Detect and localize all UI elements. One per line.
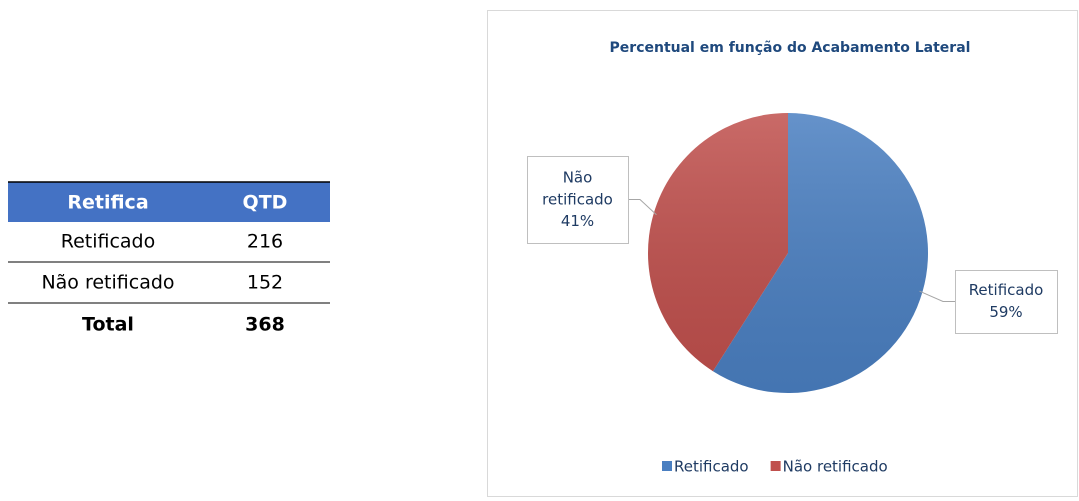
table-header-cell: Retifica	[67, 192, 148, 214]
data-label-value: 41%	[561, 212, 594, 230]
label-line: retificado	[542, 190, 613, 208]
legend-label: Não retificado	[783, 458, 888, 476]
table-header-cell: QTD	[243, 192, 288, 214]
table-cell: Não retificado	[41, 272, 174, 294]
table-total-cell: 368	[245, 314, 285, 336]
slice-shade	[648, 113, 788, 372]
chart-title: Percentual em função do Acabamento Later…	[610, 40, 971, 56]
legend-label: Retificado	[674, 458, 749, 476]
leader-line	[628, 199, 657, 216]
table-cell: 216	[247, 231, 283, 253]
table-cell: 152	[247, 272, 283, 294]
table-cell: Retificado	[61, 231, 156, 253]
leader-line	[919, 290, 955, 302]
data-label-value: 59%	[989, 303, 1022, 321]
label-line: Não	[563, 168, 593, 186]
data-label-box	[527, 156, 629, 244]
legend-swatch	[770, 461, 781, 471]
slice-shade	[712, 113, 929, 393]
data-label-box	[955, 270, 1058, 334]
table-header-bg	[8, 182, 330, 222]
legend-swatch	[662, 461, 672, 471]
table-total-cell: Total	[82, 314, 134, 336]
data-label-category: Retificado	[969, 281, 1044, 299]
data-label-category: Não retificado	[542, 168, 613, 208]
